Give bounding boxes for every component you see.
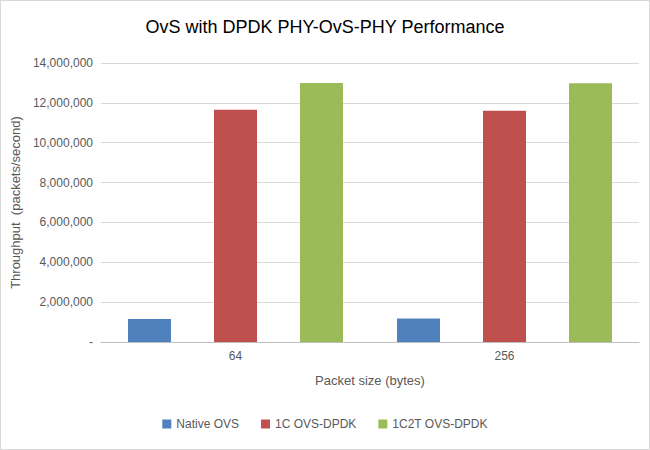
- svg-text:6,000,000: 6,000,000: [40, 215, 94, 229]
- svg-text:Packet size (bytes): Packet size (bytes): [315, 373, 425, 388]
- svg-text:Native OVS: Native OVS: [176, 417, 239, 431]
- svg-text:256: 256: [494, 349, 514, 363]
- svg-text:2,000,000: 2,000,000: [40, 295, 94, 309]
- svg-text:14,000,000: 14,000,000: [33, 56, 93, 70]
- svg-text:10,000,000: 10,000,000: [33, 136, 93, 150]
- svg-text:Throughput (packets/second): Throughput (packets/second): [8, 116, 23, 289]
- svg-text:12,000,000: 12,000,000: [33, 96, 93, 110]
- svg-text:OvS with DPDK PHY-OvS-PHY Perf: OvS with DPDK PHY-OvS-PHY Performance: [145, 17, 504, 37]
- svg-text:1C OVS-DPDK: 1C OVS-DPDK: [275, 417, 356, 431]
- svg-text:64: 64: [229, 349, 243, 363]
- svg-text:-: -: [89, 335, 93, 349]
- svg-text:1C2T OVS-DPDK: 1C2T OVS-DPDK: [392, 417, 487, 431]
- svg-text:8,000,000: 8,000,000: [40, 176, 94, 190]
- svg-text:4,000,000: 4,000,000: [40, 255, 94, 269]
